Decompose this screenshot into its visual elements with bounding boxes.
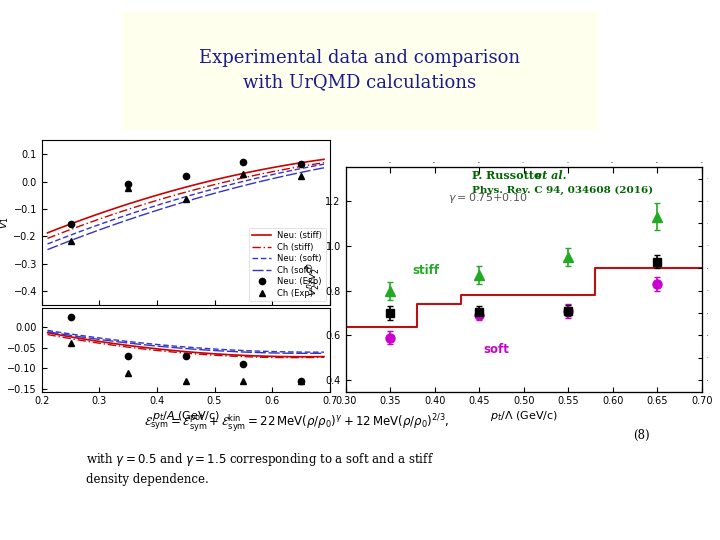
Legend: Neu: (stiff), Ch (stiff), Neu: (soft), Ch (soft), Neu: (Exp), Ch (Exp): Neu: (stiff), Ch (stiff), Neu: (soft), C… [249, 228, 325, 301]
Line: Neu: (stiff): Neu: (stiff) [48, 159, 324, 233]
Line: Ch (soft): Ch (soft) [48, 168, 324, 249]
Text: with $\gamma = 0.5$ and $\gamma = 1.5$ corresponding to a soft and a stiff: with $\gamma = 0.5$ and $\gamma = 1.5$ c… [86, 451, 434, 468]
Text: Phys. Rev. C 94, 034608 (2016): Phys. Rev. C 94, 034608 (2016) [472, 186, 653, 195]
Neu: (soft): (0.476, -0.0396): (soft): (0.476, -0.0396) [197, 189, 205, 195]
X-axis label: $p_t/A$ (GeV/c): $p_t/A$ (GeV/c) [152, 409, 220, 423]
Ch (Exp) [66, 238, 75, 244]
Ch (soft) [43, 246, 52, 253]
Neu: (stiff): (0.339, -0.0891): (stiff): (0.339, -0.0891) [117, 203, 126, 210]
Text: (8): (8) [634, 429, 650, 442]
Neu: (Exp): (0.35, -0.01): (Exp): (0.35, -0.01) [124, 181, 132, 187]
Ch (soft) [197, 194, 205, 200]
Neu: (soft): (0.339, -0.128): (soft): (0.339, -0.128) [117, 213, 126, 220]
Neu: (soft): (0.589, 0.0201): (soft): (0.589, 0.0201) [261, 173, 270, 179]
Neu: (soft): (0.69, 0.0634): (soft): (0.69, 0.0634) [320, 161, 328, 167]
Neu: (stiff): (0.311, -0.109): (stiff): (0.311, -0.109) [102, 208, 110, 215]
Neu: (stiff): (0.674, 0.0762): (stiff): (0.674, 0.0762) [310, 158, 319, 164]
Ch (stiff) [117, 208, 126, 215]
Text: density dependence.: density dependence. [86, 472, 209, 485]
Neu: (stiff): (0.541, 0.0257): (stiff): (0.541, 0.0257) [234, 171, 243, 178]
Neu: (Exp): (0.45, 0.02): (Exp): (0.45, 0.02) [181, 173, 190, 179]
Ch (soft) [117, 219, 126, 225]
Ch (stiff) [310, 161, 319, 167]
Ch (Exp) [297, 173, 305, 179]
Text: $\gamma{=}0.75{+}0.10$: $\gamma{=}0.75{+}0.10$ [448, 191, 528, 205]
Y-axis label: $v_2$: $v_2$ [0, 343, 4, 356]
Neu: (soft): (0.21, -0.227): (soft): (0.21, -0.227) [43, 241, 52, 247]
Neu: (soft): (0.674, 0.0571): (soft): (0.674, 0.0571) [310, 163, 319, 169]
Neu: (Exp): (0.65, 0.065): (Exp): (0.65, 0.065) [297, 160, 305, 167]
Ch (soft) [320, 165, 328, 171]
Text: et al.: et al. [535, 170, 567, 181]
Y-axis label: $v_2^n/v_2^{ch}$: $v_2^n/v_2^{ch}$ [303, 262, 323, 296]
Neu: (stiff): (0.589, 0.0464): (stiff): (0.589, 0.0464) [261, 166, 270, 172]
Ch (stiff) [102, 214, 110, 220]
Ch (soft) [261, 177, 270, 184]
Line: Ch (stiff): Ch (stiff) [48, 163, 324, 238]
Neu: (Exp): (0.55, 0.07): (Exp): (0.55, 0.07) [239, 159, 248, 166]
Neu: (stiff): (0.69, 0.081): (stiff): (0.69, 0.081) [320, 156, 328, 163]
Neu: (stiff): (0.476, -0.00603): (stiff): (0.476, -0.00603) [197, 180, 205, 186]
Text: Experimental data and comparison
with UrQMD calculations: Experimental data and comparison with Ur… [199, 49, 521, 91]
Ch (stiff) [197, 185, 205, 191]
Neu: (soft): (0.311, -0.148): (soft): (0.311, -0.148) [102, 219, 110, 226]
Ch (stiff) [43, 235, 52, 241]
Y-axis label: $v_1$: $v_1$ [0, 217, 11, 229]
Ch (stiff) [261, 170, 270, 176]
Text: soft: soft [484, 343, 510, 356]
Line: Neu: (Exp): Neu: (Exp) [68, 159, 304, 227]
Ch (Exp) [239, 171, 248, 177]
Ch (Exp) [124, 185, 132, 192]
Ch (soft) [310, 166, 319, 173]
Ch (stiff) [234, 176, 243, 183]
Neu: (stiff): (0.21, -0.187): (stiff): (0.21, -0.187) [43, 230, 52, 236]
Line: Ch (Exp): Ch (Exp) [68, 171, 304, 244]
X-axis label: $p_t/\Lambda$ (GeV/c): $p_t/\Lambda$ (GeV/c) [490, 409, 558, 423]
Text: P. Russotto: P. Russotto [472, 170, 545, 181]
Neu: (soft): (0.541, -0.004): (soft): (0.541, -0.004) [234, 179, 243, 186]
Ch (soft) [234, 184, 243, 190]
Ch (stiff) [320, 159, 328, 166]
Text: $\mathcal{E}_{\rm sym} = \mathcal{E}_{\rm sym}^{\rm pot} + \mathcal{E}_{\rm sym}: $\mathcal{E}_{\rm sym} = \mathcal{E}_{\r… [144, 413, 449, 434]
Neu: (Exp): (0.25, -0.155): (Exp): (0.25, -0.155) [66, 221, 75, 227]
Line: Neu: (soft): Neu: (soft) [48, 164, 324, 244]
Ch (Exp) [181, 196, 190, 202]
Text: stiff: stiff [413, 264, 439, 277]
Ch (soft) [102, 225, 110, 231]
